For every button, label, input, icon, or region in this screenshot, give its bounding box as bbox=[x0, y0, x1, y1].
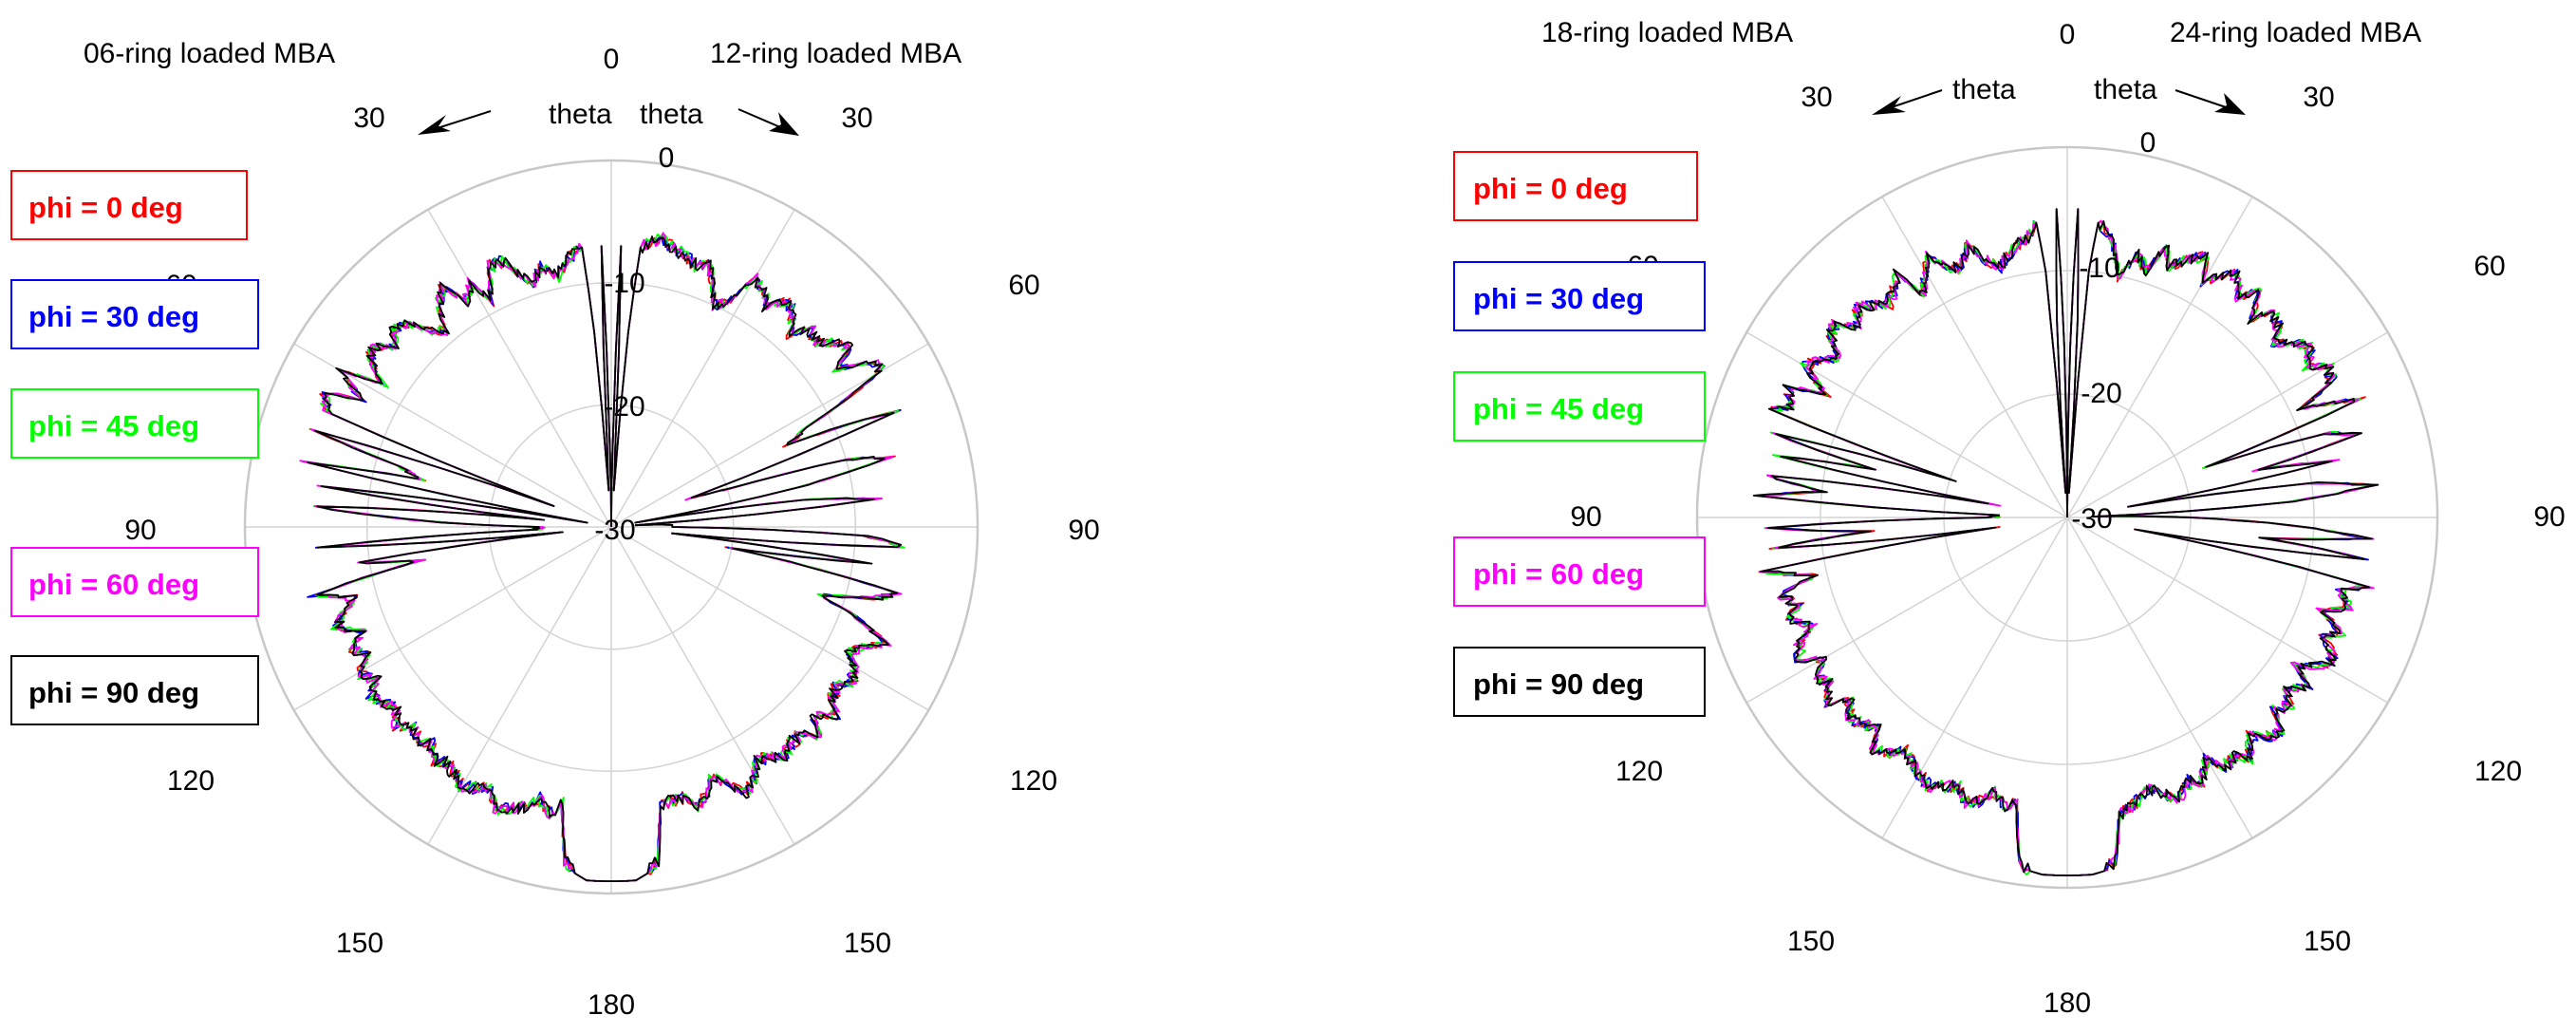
grid-spoke bbox=[610, 526, 929, 711]
grid-rim bbox=[243, 159, 980, 895]
series-line-phi-90-deg bbox=[1752, 208, 2380, 876]
theta-arrow-head bbox=[2214, 93, 2246, 115]
legend-box bbox=[1453, 151, 1698, 221]
legend: phi = 0 deg phi = 30 deg phi = 45 deg ph… bbox=[1453, 151, 1706, 717]
legend-entry-phi-60: phi = 60 deg bbox=[1473, 557, 1644, 591]
legend-box bbox=[1453, 536, 1706, 607]
grid-ring bbox=[365, 281, 857, 773]
legend-entry-phi-90: phi = 90 deg bbox=[1473, 667, 1644, 701]
angle-label: 0 bbox=[604, 44, 620, 75]
radial-tick-label: -20 bbox=[2081, 378, 2121, 409]
radial-tick-label: -30 bbox=[594, 515, 635, 546]
radial-tick-label: -10 bbox=[2079, 253, 2119, 284]
radial-tick-label: 0 bbox=[659, 142, 675, 174]
grid-spoke bbox=[2066, 517, 2389, 704]
legend-box bbox=[10, 655, 259, 725]
theta-arrow-label: theta bbox=[640, 99, 703, 130]
radial-tick-label: -10 bbox=[604, 268, 644, 299]
angle-label: 120 bbox=[2474, 756, 2522, 787]
series-group bbox=[299, 232, 905, 882]
theta-arrow-head bbox=[769, 112, 799, 136]
polar-plot-right: 0 -10 -20 -30 0 30 60 90 120 150 180 150… bbox=[1453, 17, 2566, 1019]
polar-plot-left: 0 -10 -20 -30 0 30 60 90 120 150 180 150… bbox=[10, 38, 1100, 1021]
radial-tick-labels: 0 -10 -20 -30 bbox=[2071, 127, 2156, 535]
polar-grid bbox=[243, 159, 980, 895]
grid-spoke bbox=[293, 343, 612, 528]
title-right-24-ring: 24-ring loaded MBA bbox=[2170, 17, 2421, 48]
radial-tick-label: 0 bbox=[2140, 127, 2156, 159]
legend-box bbox=[1453, 647, 1706, 717]
angle-label: 60 bbox=[1008, 270, 1039, 301]
series-line-phi-90-deg bbox=[306, 235, 903, 882]
angle-label: 150 bbox=[2304, 926, 2351, 957]
grid-spoke bbox=[2066, 331, 2389, 518]
theta-arrow-label: theta bbox=[2094, 74, 2157, 105]
grid-spoke bbox=[2066, 196, 2253, 518]
angle-label: 90 bbox=[1068, 515, 1099, 546]
legend-entry-phi-0: phi = 0 deg bbox=[28, 191, 183, 224]
angle-labels: 0 30 60 90 120 150 180 150 120 90 60 30 bbox=[1570, 19, 2565, 1019]
theta-arrows: theta theta bbox=[1872, 74, 2246, 115]
grid-spoke bbox=[1745, 517, 2068, 704]
grid-spoke bbox=[427, 526, 612, 845]
series-group bbox=[1752, 208, 2380, 876]
grid-spoke bbox=[1881, 196, 2068, 518]
grid-spoke bbox=[293, 526, 612, 711]
grid-spoke bbox=[2066, 517, 2253, 839]
angle-label: 30 bbox=[353, 103, 384, 134]
angle-label: 120 bbox=[1010, 765, 1057, 797]
legend-box bbox=[1453, 261, 1706, 331]
angle-label: 120 bbox=[167, 765, 215, 797]
legend-box bbox=[10, 388, 259, 459]
grid-ring bbox=[1820, 270, 2315, 765]
theta-arrow-label: theta bbox=[549, 99, 612, 130]
legend-box bbox=[10, 279, 259, 349]
angle-label: 150 bbox=[844, 928, 891, 959]
legend-entry-phi-90: phi = 90 deg bbox=[28, 676, 199, 709]
angle-label: 180 bbox=[2044, 987, 2091, 1019]
grid-spoke bbox=[610, 526, 795, 845]
theta-arrow-head bbox=[1872, 96, 1906, 115]
angle-label: 0 bbox=[2060, 19, 2076, 50]
angle-label: 30 bbox=[1801, 82, 1832, 113]
radial-tick-labels: 0 -10 -20 -30 bbox=[594, 142, 674, 546]
title-right-12-ring: 12-ring loaded MBA bbox=[710, 38, 961, 69]
legend-box bbox=[10, 547, 259, 617]
legend-entry-phi-0: phi = 0 deg bbox=[1473, 172, 1628, 205]
grid-spoke bbox=[1745, 331, 2068, 518]
angle-label: 120 bbox=[1615, 756, 1663, 787]
angle-label: 30 bbox=[2303, 82, 2334, 113]
legend-entry-phi-60: phi = 60 deg bbox=[28, 568, 199, 601]
title-left-06-ring: 06-ring loaded MBA bbox=[84, 38, 335, 69]
grid-spoke bbox=[1881, 517, 2068, 839]
grid-ring bbox=[488, 404, 735, 650]
angle-label: 150 bbox=[1787, 926, 1835, 957]
grid-spoke bbox=[610, 209, 795, 528]
angle-label: 90 bbox=[1570, 501, 1601, 533]
theta-arrow-label: theta bbox=[1952, 74, 2016, 105]
angle-label: 90 bbox=[2533, 501, 2565, 533]
grid-spoke bbox=[427, 209, 612, 528]
radial-tick-label: -20 bbox=[604, 391, 644, 423]
angle-label: 180 bbox=[588, 989, 635, 1021]
angle-label: 90 bbox=[124, 515, 156, 546]
legend: phi = 0 deg phi = 30 deg phi = 45 deg ph… bbox=[10, 170, 259, 725]
angle-label: 30 bbox=[841, 103, 872, 134]
legend-entry-phi-30: phi = 30 deg bbox=[28, 300, 199, 333]
theta-arrows: theta theta bbox=[418, 99, 799, 136]
legend-entry-phi-30: phi = 30 deg bbox=[1473, 282, 1644, 315]
legend-box bbox=[10, 170, 248, 240]
grid-rim bbox=[1695, 145, 2439, 890]
legend-entry-phi-45: phi = 45 deg bbox=[1473, 392, 1644, 425]
angle-label: 60 bbox=[2473, 251, 2505, 282]
angle-label: 150 bbox=[336, 928, 383, 959]
legend-box bbox=[1453, 371, 1706, 442]
theta-arrow-head bbox=[418, 115, 451, 135]
legend-entry-phi-45: phi = 45 deg bbox=[28, 409, 199, 442]
title-left-18-ring: 18-ring loaded MBA bbox=[1541, 17, 1793, 48]
radial-tick-label: -30 bbox=[2071, 503, 2112, 535]
